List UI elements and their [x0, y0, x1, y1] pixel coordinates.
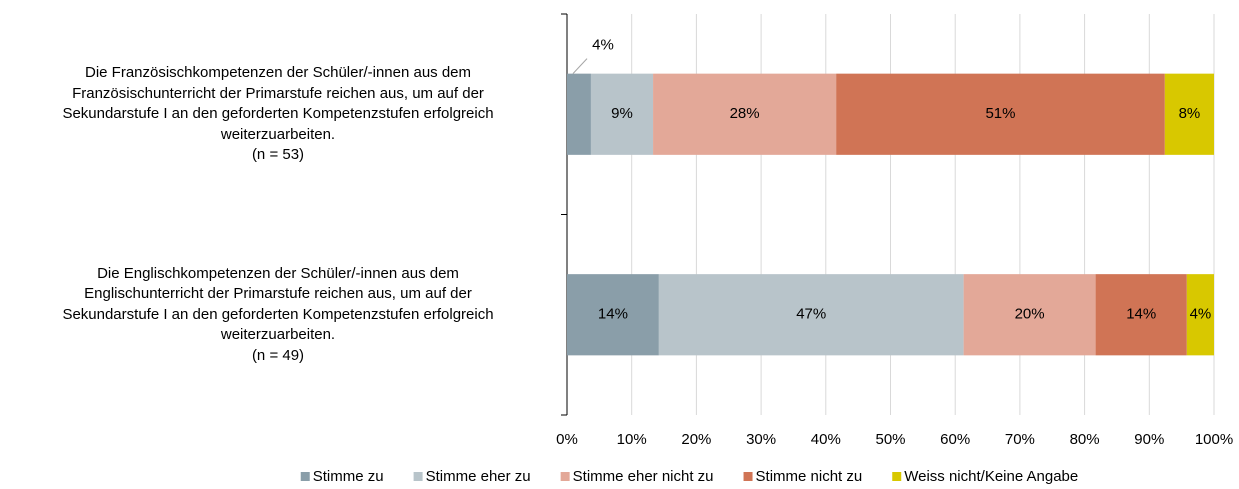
x-tick-label: 100%: [1195, 431, 1233, 448]
bar-segment: [1164, 73, 1214, 155]
data-label: 47%: [796, 306, 826, 323]
bar-segment: [590, 73, 654, 155]
bar-segment: [963, 274, 1096, 356]
legend-swatch: [743, 472, 753, 481]
bar-segment: [1095, 274, 1187, 356]
x-tick-label: 70%: [1005, 431, 1035, 448]
x-tick-label: 50%: [875, 431, 905, 448]
bar-segment: [658, 274, 964, 356]
bar-segment: [836, 73, 1165, 155]
x-tick-label: 0%: [556, 431, 578, 448]
data-label: 4%: [1190, 306, 1212, 323]
data-label: 14%: [1126, 306, 1156, 323]
x-tick-label: 20%: [681, 431, 711, 448]
data-label: 4%: [592, 37, 614, 54]
legend-label: Stimme eher zu: [426, 468, 531, 485]
legend-label: Stimme nicht zu: [756, 468, 863, 485]
data-label: 9%: [611, 105, 633, 122]
category-label: Die Englischkompetenzen der Schüler/-inn…: [62, 264, 494, 364]
data-label: 8%: [1179, 105, 1201, 122]
legend-label: Stimme zu: [313, 468, 384, 485]
bar-segment: [567, 274, 659, 356]
data-label: 14%: [598, 306, 628, 323]
legend-label: Weiss nicht/Keine Angabe: [904, 468, 1078, 485]
bar-segment: [653, 73, 837, 155]
legend-swatch: [300, 472, 310, 481]
x-tick-label: 90%: [1134, 431, 1164, 448]
category-label: Die Französischkompetenzen der Schüler/-…: [62, 64, 494, 163]
legend-swatch: [892, 472, 902, 481]
legend-label: Stimme eher nicht zu: [573, 468, 714, 485]
data-label: 20%: [1015, 306, 1045, 323]
x-tick-label: 40%: [811, 431, 841, 448]
bar-segment: [1186, 274, 1214, 356]
x-tick-label: 30%: [746, 431, 776, 448]
bar-segment: [567, 73, 591, 155]
x-tick-label: 10%: [617, 431, 647, 448]
legend-swatch: [560, 472, 570, 481]
data-label: 28%: [730, 105, 760, 122]
label-leader: [572, 58, 588, 74]
legend-swatch: [413, 472, 423, 481]
data-label: 51%: [985, 105, 1015, 122]
x-tick-label: 80%: [1070, 431, 1100, 448]
x-tick-label: 60%: [940, 431, 970, 448]
